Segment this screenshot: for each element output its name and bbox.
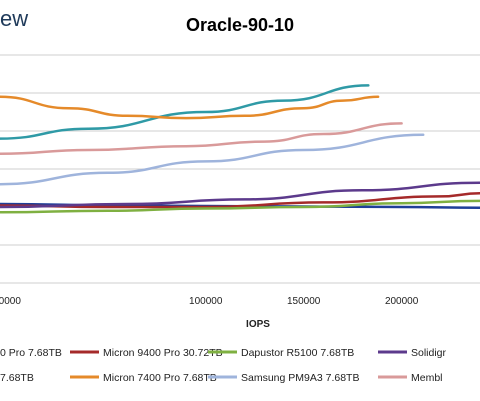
series-line-micron9400_30 [0,192,480,209]
legend: 0 Pro 7.68TB Micron 9400 Pro 30.72TB Dapus… [0,347,447,384]
chart-title: Oracle-90-10 [186,15,294,35]
legend-label-kioxia: 7.68TB [0,372,34,384]
legend-label-micron9400_30: Micron 9400 Pro 30.72TB [103,347,223,359]
series-group [0,84,480,214]
logo-text: ew [0,6,28,31]
series-line-dapustor [0,199,480,214]
series-line-kioxia [0,84,370,140]
gridlines [0,54,480,284]
legend-label-micron9400_7: 0 Pro 7.68TB [0,347,62,359]
legend-label-micron7400: Micron 7400 Pro 7.68TB [103,372,217,384]
x-tick-label: 150000 [287,296,321,307]
series-line-solidigm [0,181,480,209]
legend-label-samsung: Samsung PM9A3 7.68TB [241,372,359,384]
legend-label-dapustor: Dapustor R5100 7.68TB [241,347,354,359]
x-tick-label: 200000 [385,296,419,307]
legend-label-memblaze: Membl [411,372,443,384]
x-tick-label: 100000 [189,296,223,307]
legend-label-solidigm: Solidigr [411,347,447,359]
x-axis-label: IOPS [246,319,270,330]
series-line-samsung [0,133,425,186]
x-tick-label: 0000 [0,296,21,307]
x-tick-labels: 0000 100000 150000 200000 [0,296,419,307]
series-line-micron7400 [0,95,380,120]
series-line-memblaze [0,122,403,156]
